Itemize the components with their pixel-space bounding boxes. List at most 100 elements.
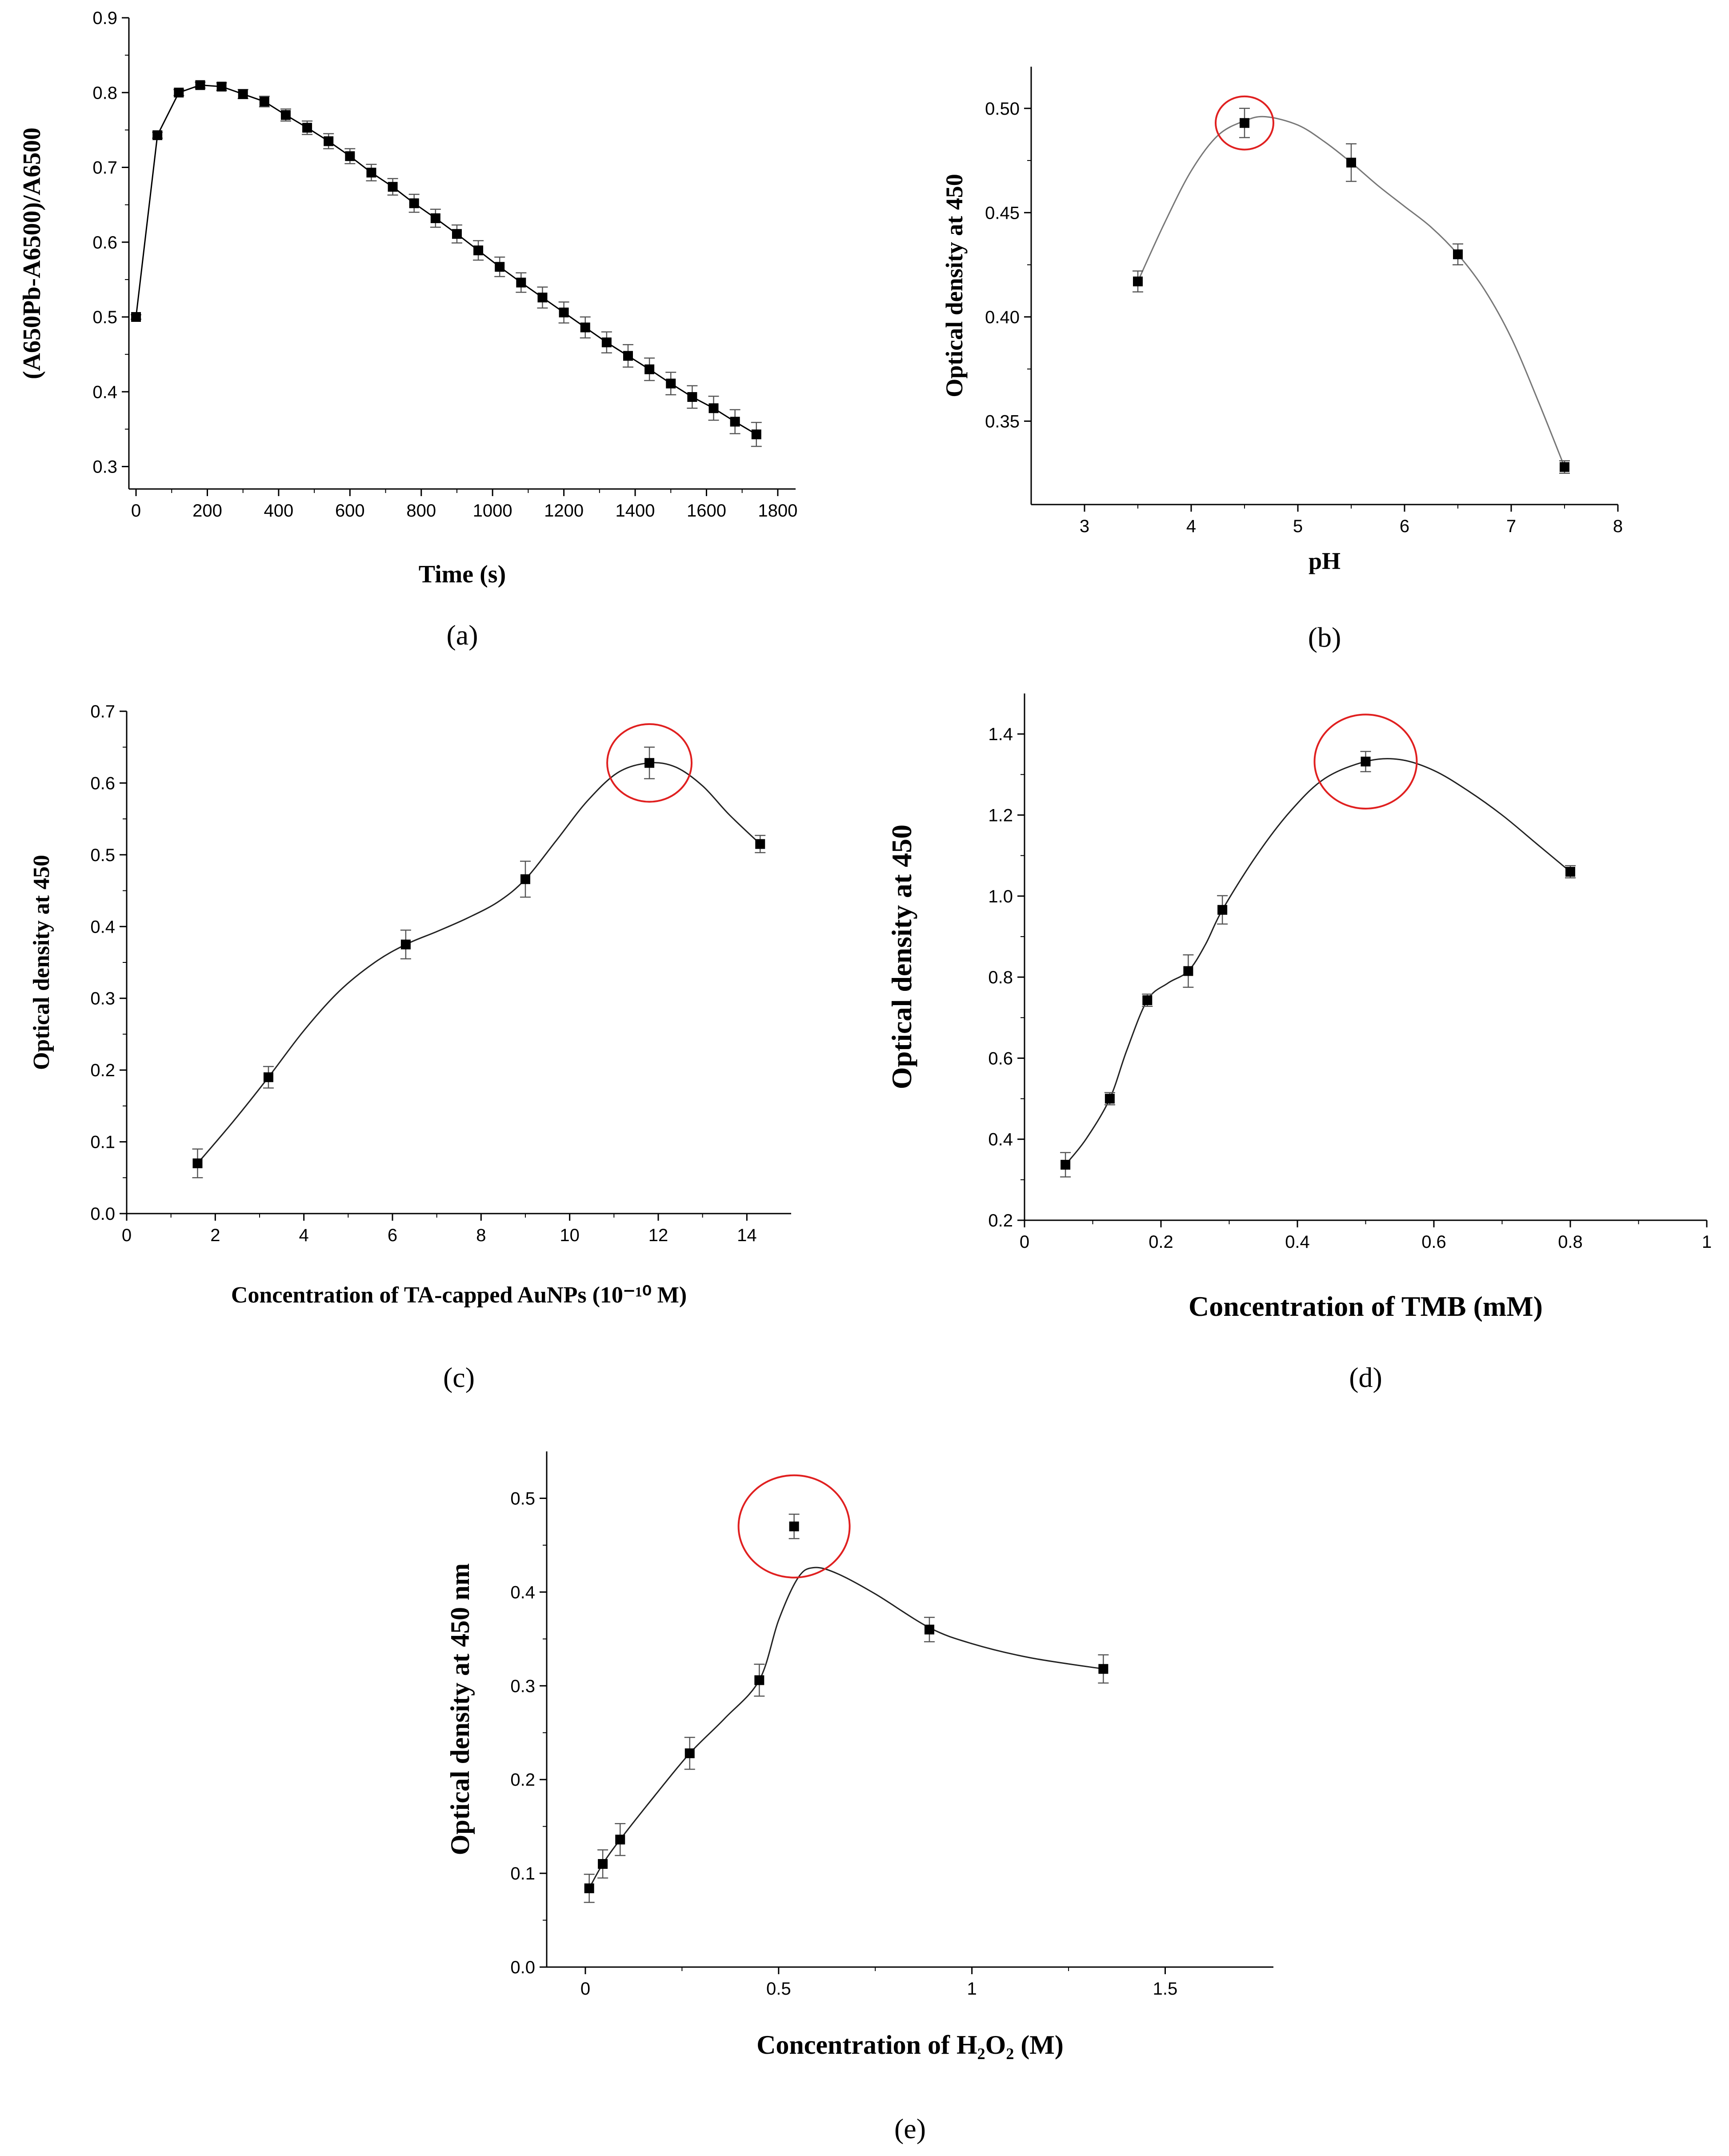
x-tick-label: 1000 xyxy=(473,501,512,521)
x-tick-label: 14 xyxy=(737,1226,757,1245)
data-point xyxy=(263,1072,273,1082)
y-axis-title: Optical density at 450 nm xyxy=(445,1563,475,1855)
x-tick-label: 1600 xyxy=(687,501,726,521)
x-ticks: 0 2 4 6 8 10 12 14 xyxy=(122,1214,757,1245)
data-point xyxy=(238,89,248,99)
y-tick-label: 0.6 xyxy=(90,773,115,793)
data-point xyxy=(131,312,141,322)
data-point xyxy=(754,1675,764,1685)
y-tick-label: 0.6 xyxy=(988,1049,1013,1068)
x-axis-title: Time (s) xyxy=(419,561,506,588)
data-point xyxy=(924,1624,934,1635)
x-tick-label: 0.2 xyxy=(1149,1232,1173,1252)
y-tick-label: 0.8 xyxy=(988,968,1013,987)
data-points xyxy=(131,80,762,447)
y-tick-label: 0.4 xyxy=(90,917,115,937)
y-axis-title: Optical density at 450 xyxy=(941,174,968,397)
x-tick-label: 1800 xyxy=(758,501,797,521)
data-point xyxy=(1061,1160,1071,1170)
y-ticks: 0.0 0.1 0.2 0.3 0.4 0.5 0.6 0.7 xyxy=(90,702,127,1224)
data-point xyxy=(1133,277,1143,287)
y-tick-label: 0.1 xyxy=(510,1864,535,1883)
y-ticks: 0.0 0.1 0.2 0.3 0.4 0.5 xyxy=(510,1489,547,1977)
y-tick-label: 0.4 xyxy=(92,382,117,402)
data-point xyxy=(666,378,676,389)
x-ticks: 0 200 400 600 800 1000 1200 1400 1600 1800 xyxy=(131,489,797,521)
data-point xyxy=(495,262,505,272)
x-tick-label: 4 xyxy=(1186,517,1196,536)
data-point xyxy=(152,130,163,140)
x-tick-label: 12 xyxy=(648,1226,668,1245)
x-tick-label: 0.5 xyxy=(766,1979,791,1999)
panel-label: (a) xyxy=(446,619,478,651)
x-tick-label: 10 xyxy=(560,1226,580,1245)
data-point xyxy=(400,939,411,950)
data-point xyxy=(1361,757,1371,767)
data-point xyxy=(1565,867,1575,877)
data-point xyxy=(601,337,612,348)
fit-curve xyxy=(1137,116,1565,468)
y-tick-label: 0.35 xyxy=(985,412,1020,431)
data-point xyxy=(1183,966,1193,976)
y-tick-label: 1.4 xyxy=(988,725,1013,744)
data-point xyxy=(280,110,291,120)
y-ticks: 0.35 0.40 0.45 0.50 xyxy=(985,99,1031,431)
data-point xyxy=(473,245,484,256)
data-point xyxy=(452,229,462,239)
y-tick-label: 1.0 xyxy=(988,887,1013,906)
x-ticks: 0 0.5 1 1.5 xyxy=(580,1967,1177,1999)
x-axis-title: Concentration of TA-capped AuNPs (10⁻¹⁰ … xyxy=(231,1282,687,1308)
data-point xyxy=(324,136,334,146)
y-tick-label: 0.3 xyxy=(92,457,117,477)
data-point xyxy=(559,307,569,317)
x-axis-title: Concentration of H₂O₂ (M) xyxy=(756,2030,1064,2060)
data-point xyxy=(687,392,697,402)
x-tick-label: 4 xyxy=(299,1226,309,1245)
y-tick-label: 0.1 xyxy=(90,1133,115,1152)
data-point xyxy=(516,277,526,288)
y-tick-label: 0.3 xyxy=(510,1676,535,1696)
highlight-circle xyxy=(737,1474,851,1579)
x-tick-label: 8 xyxy=(1613,517,1623,536)
x-tick-label: 1200 xyxy=(544,501,584,521)
y-tick-label: 0.4 xyxy=(510,1583,535,1602)
data-point xyxy=(615,1835,625,1845)
x-tick-label: 1400 xyxy=(616,501,655,521)
y-tick-label: 0.9 xyxy=(92,8,117,28)
data-point xyxy=(789,1521,799,1531)
y-tick-label: 0.6 xyxy=(92,233,117,252)
x-tick-label: 6 xyxy=(388,1226,397,1245)
y-tick-label: 0.40 xyxy=(985,308,1020,327)
data-point xyxy=(537,293,548,303)
x-tick-label: 2 xyxy=(210,1226,220,1245)
x-tick-label: 5 xyxy=(1293,517,1303,536)
data-point xyxy=(366,168,376,178)
data-point xyxy=(584,1883,594,1893)
x-tick-label: 0 xyxy=(1020,1232,1029,1252)
data-point xyxy=(195,80,205,90)
data-point xyxy=(174,88,184,98)
chart-panel-d: 0 0.2 0.4 0.6 0.8 1 0.2 0.4 0.6 0.8 1.0 1.2 1.4 Conce… xyxy=(886,693,1712,1393)
x-axis-title: pH xyxy=(1309,548,1341,574)
x-tick-label: 1 xyxy=(1702,1232,1712,1252)
fit-curve xyxy=(197,762,761,1164)
x-tick-label: 6 xyxy=(1400,517,1409,536)
fit-curve xyxy=(1065,758,1571,1166)
data-point xyxy=(1142,995,1153,1006)
y-ticks: 0.2 0.4 0.6 0.8 1.0 1.2 1.4 xyxy=(988,725,1025,1230)
x-tick-label: 0 xyxy=(131,501,141,521)
highlight-circle xyxy=(1313,713,1418,810)
x-tick-label: 1.5 xyxy=(1153,1979,1178,1999)
chart-panel-c: 0 2 4 6 8 10 12 14 0.0 0.1 0.2 0.3 0.4 0.5 0.6 0.7 Conce… xyxy=(29,702,791,1393)
y-axis-title: (A650Pb-A6500)/A6500 xyxy=(18,128,46,379)
data-point xyxy=(730,417,740,427)
y-tick-label: 0.2 xyxy=(90,1061,115,1080)
panel-label: (e) xyxy=(894,2113,926,2144)
y-axis-title: Optical density at 450 xyxy=(886,825,917,1090)
data-points xyxy=(192,746,766,1178)
y-tick-label: 0.45 xyxy=(985,203,1020,223)
x-tick-label: 800 xyxy=(406,501,436,521)
y-tick-label: 0.2 xyxy=(510,1770,535,1790)
data-point xyxy=(345,151,355,161)
data-point xyxy=(430,213,440,223)
